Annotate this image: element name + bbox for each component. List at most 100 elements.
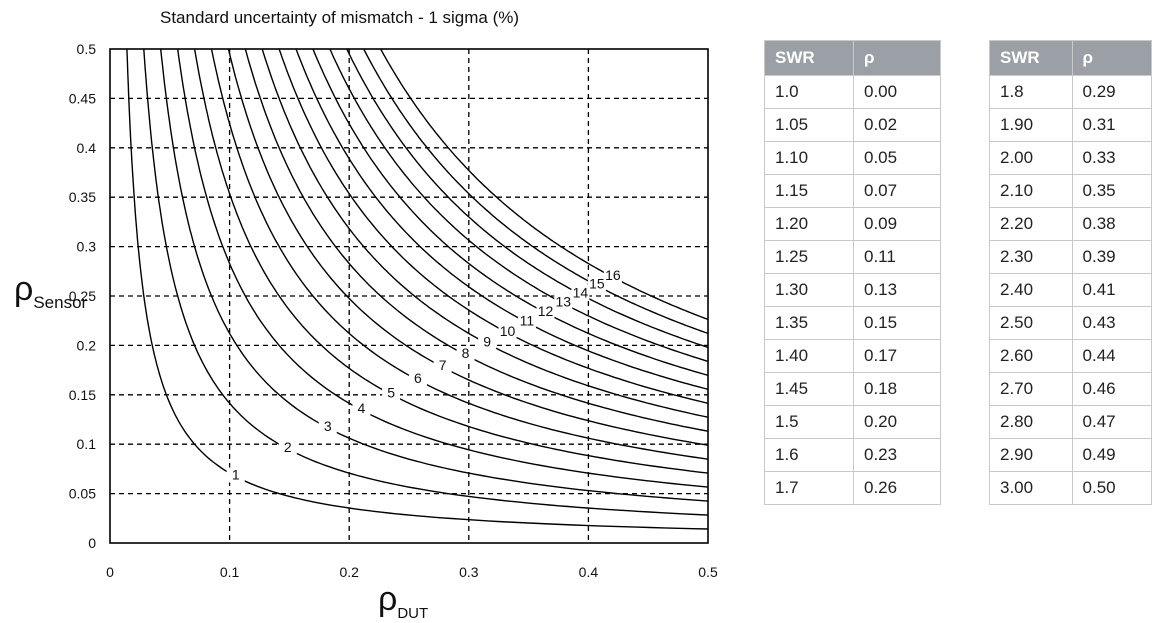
contour-line-8: [244, 48, 709, 432]
contour-label: 1: [232, 467, 240, 483]
contour-label: 3: [324, 418, 332, 434]
contour-label: 6: [414, 370, 422, 386]
rho-cell: 0.35: [1071, 174, 1152, 208]
swr-cell: 1.90: [989, 108, 1073, 142]
swr-cell: 2.70: [989, 372, 1073, 406]
rho-cell: 0.47: [1071, 405, 1152, 439]
x-tick-label: 0.4: [579, 564, 599, 580]
rho-cell: 0.15: [853, 306, 941, 340]
y-tick-label: 0.15: [69, 387, 96, 403]
table-row: 2.10 0.35: [989, 174, 1152, 208]
swr-cell: 2.50: [989, 306, 1073, 340]
contour-label-bg: [456, 346, 475, 362]
contour-label-bg: [226, 467, 245, 483]
rho-cell: 0.18: [853, 372, 941, 406]
table-row: 1.20 0.09: [764, 207, 941, 241]
contour-label-bg: [571, 285, 590, 301]
contour-line-1: [126, 48, 709, 530]
rho-cell: 0.23: [853, 438, 941, 472]
table-row: 1.35 0.15: [764, 306, 941, 340]
contour-label: 10: [500, 323, 516, 339]
rho-cell: 0.50: [1071, 471, 1152, 505]
table-row: 1.05 0.02: [764, 108, 941, 142]
table-row: 2.00 0.33: [989, 141, 1152, 175]
contour-label-bg: [408, 371, 427, 387]
swr-cell: 1.6: [764, 438, 854, 472]
table-row: 1.8 0.29: [989, 75, 1152, 109]
table-row: 2.30 0.39: [989, 240, 1152, 274]
table-row: 1.30 0.13: [764, 273, 941, 307]
rho-cell: 0.38: [1071, 207, 1152, 241]
table-row: 2.90 0.49: [989, 438, 1152, 472]
x-axis-label-sub: DUT: [397, 605, 429, 622]
contour-label: 16: [605, 267, 621, 283]
swr-cell: 1.15: [764, 174, 854, 208]
swr-cell: 1.7: [764, 471, 854, 505]
y-tick-label: 0.35: [69, 189, 96, 205]
swr-cell: 2.80: [989, 405, 1073, 439]
contour-line-3: [160, 48, 709, 502]
swr-cell: 2.30: [989, 240, 1073, 274]
table-row: 2.70 0.46: [989, 372, 1152, 406]
swr-table-left: SWR ρ 1.0 0.00 1.05 0.02 1.10 0.05 1.15 0.07 1.2…: [764, 40, 941, 505]
swr-cell: 2.00: [989, 141, 1073, 175]
contour-line-6: [210, 48, 709, 460]
table-row: 2.60 0.44: [989, 339, 1152, 373]
contour-line-15: [363, 48, 709, 335]
contour-label-bg: [478, 334, 497, 350]
contour-label: 7: [439, 357, 447, 373]
contour-label: 12: [538, 303, 554, 319]
swr-cell: 1.30: [764, 273, 854, 307]
table-row: 2.20 0.38: [989, 207, 1152, 241]
rho-cell: 0.02: [853, 108, 941, 142]
rho-cell: 0.13: [853, 273, 941, 307]
swr-cell: 1.45: [764, 372, 854, 406]
x-tick-label: 0.1: [220, 564, 240, 580]
contour-label-bg: [278, 440, 297, 456]
contour-label-bg: [603, 268, 622, 284]
table-row: 2.40 0.41: [989, 273, 1152, 307]
table-row: 3.00 0.50: [989, 471, 1152, 505]
contour-label-bg: [536, 303, 555, 319]
contour-line-2: [143, 48, 709, 516]
rho-cell: 0.09: [853, 207, 941, 241]
rho-cell: 0.20: [853, 405, 941, 439]
contour-label-bg: [517, 313, 536, 329]
table-row: 1.7 0.26: [764, 471, 941, 505]
contour-line-11: [295, 48, 709, 390]
table-row: 1.90 0.31: [989, 108, 1152, 142]
swr-header: SWR: [989, 40, 1073, 76]
contour-label-bg: [554, 294, 573, 310]
table-row: 1.40 0.17: [764, 339, 941, 373]
table-row: 1.15 0.07: [764, 174, 941, 208]
contour-label: 13: [555, 293, 571, 309]
rho-cell: 0.11: [853, 240, 941, 274]
contour-line-16: [379, 48, 709, 321]
contour-label: 2: [284, 439, 292, 455]
swr-cell: 2.90: [989, 438, 1073, 472]
rho-cell: 0.43: [1071, 306, 1152, 340]
y-tick-label: 0.45: [69, 90, 96, 106]
contour-label-bg: [433, 358, 452, 374]
contour-label-bg: [352, 401, 371, 417]
swr-cell: 1.25: [764, 240, 854, 274]
table-row: 1.45 0.18: [764, 372, 941, 406]
x-axis-label: ρDUT: [378, 582, 428, 623]
swr-table-right: SWR ρ 1.8 0.29 1.90 0.31 2.00 0.33 2.10 0.35 2.2…: [989, 40, 1152, 505]
y-axis-label-sub: Sensor: [33, 293, 88, 312]
contour-label: 4: [358, 400, 366, 416]
y-tick-label: 0.05: [69, 486, 96, 502]
rho-cell: 0.31: [1071, 108, 1152, 142]
plot-frame: [109, 48, 709, 544]
y-tick-label: 0.4: [77, 140, 97, 156]
rho-cell: 0.41: [1071, 273, 1152, 307]
contour-label: 14: [573, 284, 589, 300]
y-tick-label: 0.3: [77, 239, 97, 255]
table-row: 2.80 0.47: [989, 405, 1152, 439]
contour-label-bg: [382, 385, 401, 401]
swr-cell: 1.0: [764, 75, 854, 109]
rho-cell: 0.26: [853, 471, 941, 505]
swr-cell: 1.10: [764, 141, 854, 175]
chart-title: Standard uncertainty of mismatch - 1 sig…: [160, 8, 520, 27]
